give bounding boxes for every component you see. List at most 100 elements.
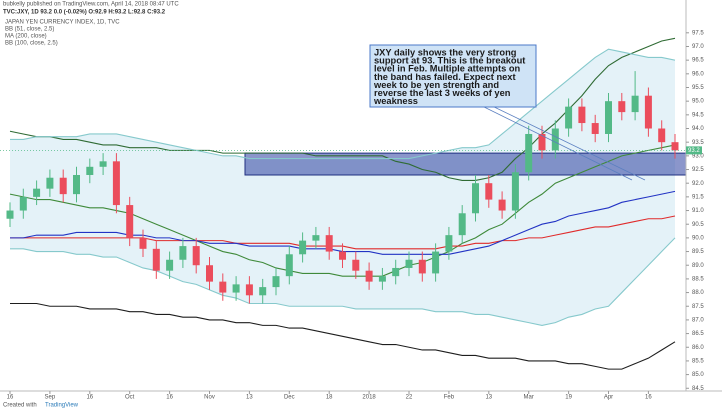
- candle-body: [73, 174, 80, 195]
- candle-body: [112, 161, 120, 206]
- callout-pointer: [487, 103, 646, 181]
- candle-body: [126, 205, 134, 238]
- x-tick-label: Nov: [204, 395, 215, 401]
- x-tick-label: 18: [326, 395, 333, 401]
- candle-body: [152, 248, 160, 271]
- x-tick-label: 2018: [362, 395, 376, 401]
- y-tick-label: 87.0: [692, 317, 704, 323]
- candle-body: [538, 133, 546, 151]
- candle-body: [19, 196, 27, 211]
- callout-pointer: [477, 103, 633, 181]
- candle-body: [285, 254, 293, 277]
- annotation-line: JXY daily shows the very strong: [374, 47, 517, 57]
- x-tick-label: 16: [7, 395, 14, 401]
- y-tick-label: 97.5: [692, 30, 704, 36]
- legend-entry: BB (51, close, 2.5): [5, 27, 54, 33]
- last-price-tag: [686, 146, 702, 155]
- y-tick-label: 95.5: [692, 85, 704, 91]
- annotation-line: the band has failed. Expect next: [374, 72, 516, 82]
- indicator-line: [10, 237, 676, 326]
- candle-body: [551, 128, 559, 151]
- labels: bubkelly published on TradingView.com, A…: [3, 2, 179, 409]
- indicator-line: [10, 302, 676, 370]
- y-tick-label: 87.5: [692, 304, 704, 310]
- y-tick-label: 88.5: [692, 276, 704, 282]
- candle-body: [272, 276, 280, 288]
- y-tick-label: 90.0: [692, 235, 704, 241]
- y-tick-label: 89.5: [692, 249, 704, 255]
- candle-body: [299, 240, 307, 255]
- x-tick-label: 13: [246, 395, 253, 401]
- candle-body: [405, 259, 413, 268]
- x-tick-label: Oct: [125, 395, 135, 401]
- candle-body: [418, 259, 426, 274]
- y-tick-label: 86.5: [692, 331, 704, 337]
- y-tick-label: 96.5: [692, 58, 704, 64]
- candle-body: [179, 246, 187, 260]
- candle-body: [312, 235, 320, 241]
- x-tick-label: Sep: [45, 395, 56, 401]
- candle-body: [485, 183, 493, 200]
- candle-body: [352, 259, 360, 271]
- candle-body: [445, 235, 453, 252]
- candle-body: [325, 235, 333, 252]
- axes: 97.5 97.0 96.5 96.0 95.5 95.0 94.5 94.0 93.5 93.0…: [7, 30, 705, 400]
- candle-body: [378, 276, 386, 282]
- candle-body: [6, 210, 14, 219]
- x-tick-label: Apr: [604, 395, 613, 401]
- x-tick-label: 22: [406, 395, 413, 401]
- x-tick-label: 16: [86, 395, 93, 401]
- candle-body: [33, 188, 41, 197]
- indicator-line: [10, 48, 676, 160]
- candle-body: [339, 251, 346, 260]
- candle-body: [59, 177, 67, 195]
- y-tick-label: 94.5: [692, 112, 704, 118]
- footer-created: Created with: [3, 403, 37, 409]
- candle-body: [578, 106, 586, 124]
- candle-body: [671, 142, 679, 151]
- candle-body: [432, 251, 440, 274]
- candle-body: [99, 161, 107, 167]
- candle-body: [565, 106, 573, 129]
- footer-brand: TradingView: [45, 403, 79, 409]
- indicator-line: [9, 37, 676, 182]
- symbol-line: TVC:JXY, 1D 93.2 0.0 (-0.02%) O:92.9 H:9…: [3, 10, 166, 16]
- x-tick-label: 16: [645, 395, 652, 401]
- chart-title: JAPAN YEN CURRENCY INDEX, 1D, TVC: [5, 20, 120, 26]
- y-tick-label: 89.0: [692, 263, 704, 269]
- candle-body: [232, 284, 240, 293]
- candle-body: [46, 177, 54, 189]
- y-tick-label: 92.0: [692, 181, 704, 187]
- annotation-line: weakness: [373, 96, 418, 106]
- candle-body: [139, 237, 147, 249]
- y-tick-label: 88.0: [692, 290, 704, 296]
- y-tick-label: 84.5: [692, 386, 704, 392]
- candle-body: [511, 172, 519, 211]
- candle-body: [458, 213, 466, 236]
- y-tick-label: 90.5: [692, 222, 704, 228]
- candle-body: [605, 101, 612, 134]
- candle-body: [245, 284, 253, 296]
- candle-body: [591, 123, 599, 134]
- x-tick-label: Feb: [444, 395, 455, 401]
- candle-body: [166, 259, 174, 271]
- candle-body: [365, 270, 373, 282]
- x-tick-label: 19: [565, 395, 572, 401]
- y-tick-label: 93.5: [692, 140, 704, 146]
- y-tick-label: 86.0: [692, 345, 704, 351]
- y-tick-label: 85.0: [692, 372, 704, 378]
- publisher: bubkelly published on TradingView.com, A…: [3, 2, 179, 8]
- y-tick-label: 95.0: [692, 99, 704, 105]
- candle-body: [631, 95, 639, 113]
- legend-entry: MA (200, close): [5, 34, 47, 40]
- candle-body: [472, 183, 479, 214]
- candle-body: [618, 101, 626, 113]
- annotation-line: level in Feb. Multiple attempts on: [374, 64, 521, 74]
- y-tick-label: 91.5: [692, 194, 704, 200]
- y-tick-label: 93.0: [692, 153, 704, 159]
- candle-body: [498, 199, 506, 211]
- candle-body: [644, 95, 652, 129]
